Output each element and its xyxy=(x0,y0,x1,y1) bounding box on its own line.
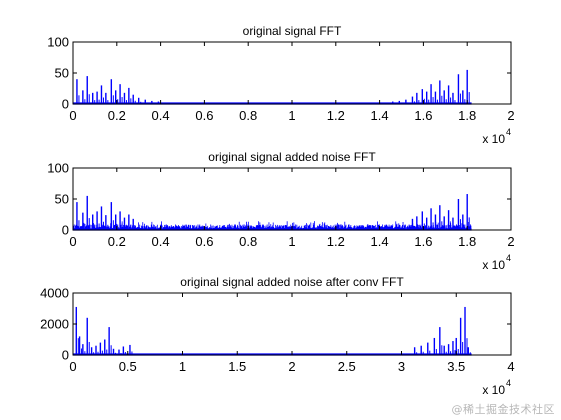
x-tick-label: 1.5 xyxy=(228,359,246,374)
x-tick-label: 0 xyxy=(69,108,76,123)
x-tick-label: 1.6 xyxy=(414,234,432,249)
x-exponent-power: 4 xyxy=(506,127,511,137)
y-tick-label: 0 xyxy=(62,223,69,238)
y-tick-label: 4000 xyxy=(40,286,69,301)
subplot-title: original signal added noise FFT xyxy=(208,150,376,164)
x-tick-label: 1.4 xyxy=(371,108,389,123)
x-exponent-power: 4 xyxy=(506,378,511,388)
x-tick-label: 1.8 xyxy=(458,108,476,123)
subplot-3: original signal added noise after conv F… xyxy=(40,275,515,397)
x-tick-label: 1 xyxy=(288,234,295,249)
x-tick-label: 1 xyxy=(179,359,186,374)
x-tick-label: 0 xyxy=(69,234,76,249)
x-tick-label: 0.5 xyxy=(119,359,137,374)
y-tick-label: 50 xyxy=(55,66,69,81)
x-tick-label: 0.2 xyxy=(108,108,126,123)
x-tick-label: 2.5 xyxy=(338,359,356,374)
y-tick-label: 2000 xyxy=(40,317,69,332)
y-tick-label: 100 xyxy=(47,35,69,50)
x-tick-label: 4 xyxy=(507,359,514,374)
x-tick-label: 0.2 xyxy=(108,234,126,249)
x-tick-label: 0.8 xyxy=(239,108,257,123)
axes-box xyxy=(72,292,512,356)
subplot-title: original signal FFT xyxy=(243,24,342,38)
x-exponent-label: x 10 xyxy=(482,258,505,272)
y-tick-label: 0 xyxy=(62,348,69,363)
x-tick-label: 0.6 xyxy=(195,234,213,249)
x-tick-label: 1 xyxy=(288,108,295,123)
watermark: @稀土掘金技术社区 xyxy=(451,403,555,416)
x-tick-label: 2 xyxy=(507,108,514,123)
x-tick-label: 0.6 xyxy=(195,108,213,123)
axes-box xyxy=(72,41,512,105)
x-tick-label: 1.8 xyxy=(458,234,476,249)
y-tick-label: 50 xyxy=(55,192,69,207)
x-tick-label: 0.4 xyxy=(152,234,170,249)
x-tick-label: 1.2 xyxy=(327,108,345,123)
x-tick-label: 3 xyxy=(398,359,405,374)
x-tick-label: 0 xyxy=(69,359,76,374)
x-exponent-power: 4 xyxy=(506,253,511,263)
x-tick-label: 1.6 xyxy=(414,108,432,123)
x-tick-label: 1.2 xyxy=(327,234,345,249)
x-tick-label: 2 xyxy=(288,359,295,374)
y-tick-label: 100 xyxy=(47,161,69,176)
x-tick-label: 2 xyxy=(507,234,514,249)
axes-box xyxy=(72,167,512,231)
x-tick-label: 1.4 xyxy=(371,234,389,249)
x-tick-label: 3.5 xyxy=(447,359,465,374)
subplot-2: original signal added noise FFT 0 0.2 0.4 0.… xyxy=(47,150,514,272)
x-exponent-label: x 10 xyxy=(482,383,505,397)
subplot-1: original signal FFT 0 0.2 0.4 0.6 0.8 1 1.2 1.4 1… xyxy=(47,24,514,146)
x-exponent-label: x 10 xyxy=(482,132,505,146)
y-tick-label: 0 xyxy=(62,97,69,112)
x-tick-label: 0.8 xyxy=(239,234,257,249)
subplot-title: original signal added noise after conv F… xyxy=(180,275,404,289)
x-tick-label: 0.4 xyxy=(152,108,170,123)
